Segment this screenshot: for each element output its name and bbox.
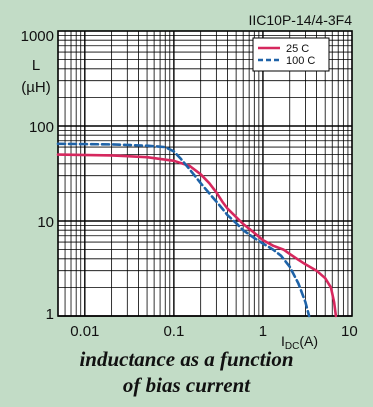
- x-tick-label: 1: [259, 323, 267, 340]
- legend-label-2: 100 C: [286, 55, 315, 67]
- y-tick-label: 10: [37, 214, 54, 231]
- legend-box: [252, 37, 330, 72]
- series-line-2: [56, 142, 311, 318]
- plot-border: [57, 30, 353, 317]
- chart-title: IIC10P-14/4-3F4: [249, 12, 353, 28]
- caption-line-2: of bias current: [122, 373, 251, 397]
- legend-label-1: 25 C: [286, 43, 309, 55]
- x-tick-label: 10: [341, 323, 358, 340]
- caption-line-1: inductance as a function: [79, 347, 294, 371]
- x-tick-label: 0.01: [70, 323, 99, 340]
- plot-area: [58, 31, 352, 316]
- x-tick-label: 0.1: [163, 323, 184, 340]
- x-axis-label: IDC(A): [281, 333, 318, 352]
- y-tick-label: 1: [46, 306, 54, 323]
- y-tick-label: 1000: [21, 28, 54, 45]
- x-axis-label-sub: DC: [285, 341, 299, 352]
- grid: [57, 31, 352, 317]
- x-axis-label-unit: (A): [299, 333, 318, 349]
- y-axis-label: L: [32, 57, 40, 74]
- y-axis-unit: (µH): [21, 79, 50, 96]
- x-axis-label-main: I: [281, 333, 285, 349]
- y-tick-label: 100: [29, 119, 54, 136]
